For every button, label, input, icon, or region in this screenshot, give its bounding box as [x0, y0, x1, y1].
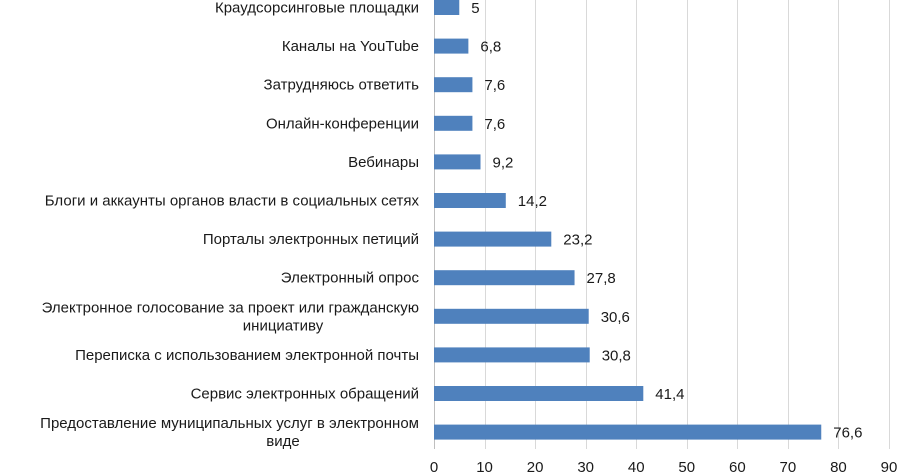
x-tick-label: 70 [780, 459, 797, 476]
category-label: Порталы электронных петиций [203, 231, 419, 248]
category-label-line: виде [266, 433, 299, 450]
category-label: Блоги и аккаунты органов власти в социал… [45, 193, 420, 210]
value-label: 30,8 [602, 347, 631, 364]
category-label: Сервис электронных обращений [191, 386, 419, 403]
category-label-line: Блоги и аккаунты органов власти в социал… [45, 193, 420, 210]
category-label: Вебинары [348, 154, 419, 171]
value-label: 14,2 [518, 193, 547, 210]
category-label: Каналы на YouTube [282, 38, 419, 55]
category-label-line: Каналы на YouTube [282, 38, 419, 55]
value-label: 41,4 [655, 386, 684, 403]
category-label-line: Электронный опрос [281, 270, 420, 287]
category-label-line: Электронное голосование за проект или гр… [42, 299, 419, 316]
x-tick-label: 0 [430, 459, 438, 476]
bar [434, 231, 552, 247]
bars [434, 0, 822, 440]
x-tick-label: 30 [577, 459, 594, 476]
value-label: 5 [471, 0, 479, 17]
value-label: 9,2 [493, 154, 514, 171]
bar [434, 424, 822, 440]
category-label: Предоставление муниципальных услуг в эле… [40, 415, 419, 450]
category-label: Краудсорсинговые площадки [215, 0, 419, 17]
category-label: Затрудняюсь ответить [264, 77, 420, 94]
value-label: 76,6 [833, 425, 862, 442]
category-label: Переписка с использованием электронной п… [75, 347, 419, 364]
value-label: 30,6 [601, 309, 630, 326]
category-label: Онлайн-конференции [266, 115, 419, 132]
category-label-line: Онлайн-конференции [266, 115, 419, 132]
category-label-line: Затрудняюсь ответить [264, 77, 420, 94]
x-tick-label: 60 [729, 459, 746, 476]
x-tick-label: 50 [678, 459, 695, 476]
category-label-line: Краудсорсинговые площадки [215, 0, 419, 17]
x-tick-label: 80 [830, 459, 847, 476]
category-labels: Краудсорсинговые площадки Каналы на YouTu… [40, 0, 419, 450]
category-label: Электронный опрос [281, 270, 420, 287]
bar [434, 115, 473, 131]
category-label-line: Переписка с использованием электронной п… [75, 347, 419, 364]
value-label: 23,2 [563, 232, 592, 249]
bar [434, 38, 469, 54]
bar [434, 0, 460, 15]
category-label-line: Вебинары [348, 154, 419, 171]
category-label-line: Предоставление муниципальных услуг в эле… [40, 415, 419, 432]
x-axis-tick-labels: 0 10 20 30 40 50 60 70 80 90 [430, 459, 898, 476]
bar [434, 270, 575, 286]
category-label-line: Порталы электронных петиций [203, 231, 419, 248]
bar [434, 386, 644, 401]
value-label: 6,8 [480, 39, 501, 56]
value-label: 7,6 [484, 77, 505, 94]
bar [434, 77, 473, 93]
value-label: 7,6 [484, 116, 505, 133]
bar [434, 154, 481, 170]
bar [434, 308, 589, 324]
category-label-line: Сервис электронных обращений [191, 386, 419, 403]
gridlines [434, 0, 890, 449]
x-tick-label: 90 [881, 459, 898, 476]
bar [434, 347, 590, 363]
value-label: 27,8 [587, 270, 616, 287]
value-labels: 5 6,8 7,6 7,6 9,2 14,2 23,2 27,8 30,6 30,8 41,4 76,… [471, 0, 862, 442]
x-tick-label: 10 [476, 459, 493, 476]
bar [434, 193, 506, 208]
category-label-line: инициативу [243, 317, 324, 334]
x-tick-label: 40 [628, 459, 645, 476]
x-tick-label: 20 [527, 459, 544, 476]
category-label: Электронное голосование за проект или гр… [42, 299, 419, 334]
